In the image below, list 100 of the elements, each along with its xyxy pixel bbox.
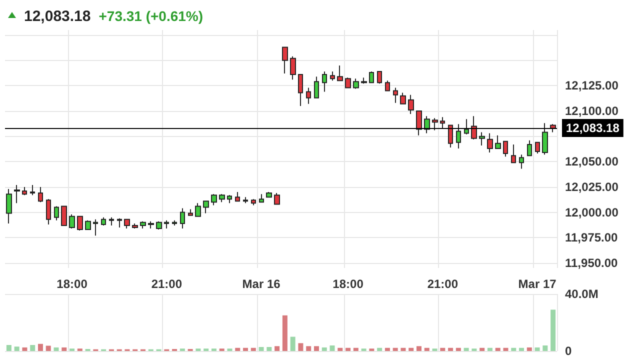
candlestick — [471, 116, 477, 140]
candlestick — [195, 202, 201, 217]
bar — [400, 348, 406, 351]
candlestick — [448, 124, 453, 148]
candlestick — [400, 92, 406, 104]
x-tick-label: 18:00 — [56, 277, 88, 291]
y-tick-label: 12,050.00 — [565, 154, 619, 169]
bar — [46, 346, 51, 351]
bar — [519, 348, 524, 351]
chart-subtitle: +73.31 (+0.61%) — [98, 8, 204, 24]
bar — [424, 348, 430, 351]
bar — [14, 346, 20, 351]
candlestick — [464, 118, 469, 135]
candlestick — [542, 122, 548, 156]
candlestick — [243, 196, 248, 204]
bar — [306, 346, 312, 351]
candlestick — [22, 186, 27, 196]
y-tick-label: 0 — [565, 344, 572, 358]
bar — [38, 344, 43, 351]
ref-line-label: 12,083.18 — [566, 121, 620, 136]
candlestick — [132, 222, 138, 229]
candlestick — [77, 216, 83, 232]
candlestick — [353, 78, 359, 90]
candlestick — [85, 220, 91, 230]
candlestick — [479, 132, 485, 146]
candlestick — [345, 77, 351, 88]
y-tick-label: 12,000.00 — [565, 205, 619, 220]
candlestick — [282, 46, 288, 74]
candlestick — [180, 208, 185, 229]
x-tick-label: 18:00 — [332, 277, 364, 291]
candlestick — [416, 110, 422, 136]
bar — [282, 315, 288, 351]
candlestick — [227, 194, 232, 204]
candlestick — [377, 71, 382, 84]
candlestick — [503, 140, 508, 158]
candlestick — [487, 132, 493, 154]
candlestick — [219, 194, 225, 203]
candlestick — [117, 218, 122, 228]
candlestick — [527, 140, 532, 156]
candlestick — [274, 192, 280, 205]
candlestick — [519, 154, 524, 170]
bar — [250, 348, 256, 351]
candlestick — [109, 216, 114, 226]
y-tick-label: 11,950.00 — [565, 256, 618, 270]
bar — [480, 348, 485, 351]
candlestick — [306, 87, 311, 104]
candlestick — [495, 134, 501, 149]
bar — [298, 343, 304, 351]
bar — [235, 348, 240, 351]
candlestick — [93, 218, 98, 236]
candlestick — [535, 142, 540, 154]
bar — [464, 348, 469, 351]
y-tick-label: 40.0M — [565, 287, 598, 301]
candlestick — [424, 116, 430, 134]
y-tick-label: 12,100.00 — [565, 104, 619, 118]
candlestick — [38, 186, 43, 203]
bar — [353, 348, 358, 351]
candlestick — [298, 74, 303, 106]
candlestick — [30, 184, 35, 196]
bar — [377, 348, 382, 351]
x-tick-label: 21:00 — [427, 277, 458, 291]
bar — [243, 348, 248, 351]
bar — [314, 346, 319, 351]
bar — [550, 310, 556, 351]
bar — [416, 346, 422, 351]
bar — [440, 348, 446, 351]
bar — [346, 348, 351, 351]
candlestick — [322, 71, 327, 92]
candlestick — [511, 144, 516, 164]
bar — [448, 348, 454, 351]
bar — [495, 348, 500, 351]
bar — [62, 347, 67, 351]
candlestick — [259, 194, 264, 203]
bar — [487, 348, 492, 351]
bar — [330, 345, 335, 351]
bar — [534, 347, 540, 351]
bar — [274, 346, 280, 351]
candlestick — [188, 208, 193, 216]
candlestick — [6, 188, 12, 224]
candlestick — [172, 220, 177, 226]
y-tick-label: 11,975.00 — [565, 230, 618, 245]
candlestick — [164, 220, 169, 229]
candlestick — [235, 192, 240, 202]
bar — [266, 347, 272, 351]
bar — [290, 336, 296, 351]
candlestick — [101, 216, 106, 226]
bar — [258, 347, 264, 351]
bar — [526, 347, 532, 351]
bar — [542, 345, 548, 351]
bar — [384, 348, 390, 351]
candlestick — [393, 87, 398, 104]
bar — [408, 348, 414, 351]
candlestick — [337, 64, 343, 82]
candlestick — [432, 118, 438, 131]
bar — [511, 348, 516, 351]
candlestick — [14, 184, 20, 204]
x-tick-label: 21:00 — [151, 277, 182, 291]
bar — [30, 345, 36, 351]
bar — [392, 348, 398, 351]
candlestick — [266, 192, 272, 198]
